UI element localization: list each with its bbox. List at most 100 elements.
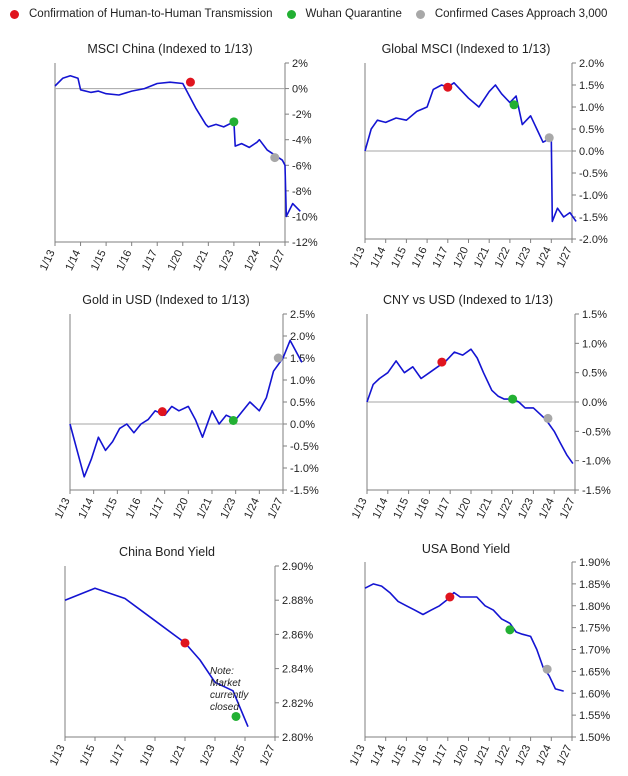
y-tick-label: -6% xyxy=(292,160,312,172)
x-tick-label: 1/14 xyxy=(63,248,83,272)
event-marker-quarantine xyxy=(231,711,241,721)
y-tick-label: 0.0% xyxy=(579,146,604,158)
y-tick-label: 1.0% xyxy=(582,338,607,350)
chart-panel-6: USA Bond Yield 1.90% 1.85% 1.80% 1.75% 1.70% 1… xyxy=(348,542,611,768)
x-tick-label: 1/16 xyxy=(124,496,144,520)
x-tick-label: 1/16 xyxy=(114,248,134,272)
y-tick-label: 1.75% xyxy=(579,623,610,635)
legend: Confirmation of Human-to-Human Transmiss… xyxy=(10,5,621,23)
x-tick-label: 1/20 xyxy=(171,496,191,520)
x-tick-label: 1/14 xyxy=(76,496,96,520)
event-marker-cases xyxy=(270,153,280,163)
x-tick-label: 1/27 xyxy=(555,743,575,767)
x-tick-label: 1/23 xyxy=(513,245,533,269)
y-tick-label: 1.80% xyxy=(579,601,610,613)
x-tick-label: 1/17 xyxy=(433,496,453,520)
legend-item-cases: Confirmed Cases Approach 3,000 xyxy=(415,8,607,20)
y-tick-label: 2.84% xyxy=(282,664,313,676)
x-tick-label: 1/21 xyxy=(168,743,188,767)
x-tick-label: 1/24 xyxy=(534,743,554,767)
series-line xyxy=(364,583,564,692)
x-tick-label: 1/27 xyxy=(558,496,578,520)
chart-title: Global MSCI (Indexed to 1/13) xyxy=(382,42,551,56)
annotation-line: Note: xyxy=(210,666,234,677)
y-tick-label: -12% xyxy=(292,237,318,249)
y-tick-label: 2.5% xyxy=(290,309,315,321)
x-tick-label: 1/23 xyxy=(198,743,218,767)
chart-title: USA Bond Yield xyxy=(422,542,510,556)
event-marker-transmission xyxy=(445,592,455,602)
x-tick-label: 1/21 xyxy=(472,743,492,767)
event-marker-transmission xyxy=(443,82,453,92)
y-tick-label: -0.5% xyxy=(582,426,611,438)
x-tick-label: 1/15 xyxy=(391,496,411,520)
y-tick-label: 0.5% xyxy=(582,368,607,380)
chart-panel-2: Global MSCI (Indexed to 1/13) 2.0% 1.5% 1.0… xyxy=(348,42,608,270)
y-tick-label: 2.86% xyxy=(282,629,313,641)
x-tick-label: 1/27 xyxy=(266,496,286,520)
x-tick-label: 1/15 xyxy=(89,248,109,272)
x-tick-label: 1/23 xyxy=(516,496,536,520)
event-marker-quarantine xyxy=(229,117,239,127)
x-tick-label: 1/23 xyxy=(513,743,533,767)
x-tick-label: 1/17 xyxy=(147,496,167,520)
x-tick-label: 1/20 xyxy=(451,245,471,269)
y-tick-label: 1.0% xyxy=(290,375,315,387)
x-tick-label: 1/15 xyxy=(78,743,98,767)
event-marker-cases xyxy=(543,413,553,423)
x-tick-label: 1/22 xyxy=(493,743,513,767)
chart-title: China Bond Yield xyxy=(119,545,215,559)
y-tick-label: 1.65% xyxy=(579,666,610,678)
x-tick-label: 1/13 xyxy=(348,743,368,767)
x-tick-label: 1/23 xyxy=(217,248,237,272)
x-tick-label: 1/24 xyxy=(534,245,554,269)
y-tick-label: 1.55% xyxy=(579,710,610,722)
x-tick-label: 1/27 xyxy=(258,743,278,767)
x-tick-label: 1/14 xyxy=(368,743,388,767)
legend-label: Confirmation of Human-to-Human Transmiss… xyxy=(29,8,273,20)
x-tick-label: 1/16 xyxy=(410,743,430,767)
y-tick-label: 1.50% xyxy=(579,732,610,744)
y-tick-label: -1.5% xyxy=(579,212,608,224)
x-tick-label: 1/14 xyxy=(371,496,391,520)
event-marker-quarantine xyxy=(508,394,518,404)
x-tick-label: 1/21 xyxy=(191,248,211,272)
x-tick-label: 1/22 xyxy=(495,496,515,520)
x-tick-label: 1/25 xyxy=(228,743,248,767)
event-marker-quarantine xyxy=(509,100,519,110)
y-tick-label: 0.5% xyxy=(579,124,604,136)
y-tick-label: 1.5% xyxy=(579,80,604,92)
x-tick-label: 1/13 xyxy=(38,248,58,272)
annotation-line: currently xyxy=(210,690,249,701)
y-tick-label: -0.5% xyxy=(579,168,608,180)
legend-label: Wuhan Quarantine xyxy=(305,8,402,20)
y-tick-label: -10% xyxy=(292,211,318,223)
y-tick-label: -0.5% xyxy=(290,441,319,453)
x-tick-label: 1/27 xyxy=(268,248,288,272)
series-line xyxy=(364,82,577,223)
y-tick-label: 0.0% xyxy=(582,397,607,409)
y-tick-label: 1.0% xyxy=(579,102,604,114)
chart-panel-5: China Bond Yield 2.90% 2.88% 2.86% 2.84% 2.82… xyxy=(48,545,314,768)
y-tick-label: -4% xyxy=(292,135,312,147)
x-tick-label: 1/27 xyxy=(555,245,575,269)
chart-panel-1: MSCI China (Indexed to 1/13) 2% 0% -2% -4% -6… xyxy=(38,42,318,273)
x-tick-label: 1/20 xyxy=(454,496,474,520)
series-line xyxy=(69,339,303,478)
y-tick-label: -1.0% xyxy=(582,456,611,468)
x-tick-label: 1/22 xyxy=(493,245,513,269)
event-marker-quarantine xyxy=(505,625,515,635)
y-tick-label: 0% xyxy=(292,84,308,96)
annotation-line: closed xyxy=(210,702,239,713)
chart-title: Gold in USD (Indexed to 1/13) xyxy=(82,293,249,307)
x-tick-label: 1/24 xyxy=(537,496,557,520)
x-tick-label: 1/16 xyxy=(412,496,432,520)
y-tick-label: 2.88% xyxy=(282,595,313,607)
x-tick-label: 1/13 xyxy=(350,496,370,520)
x-tick-label: 1/24 xyxy=(242,248,262,272)
x-tick-label: 1/21 xyxy=(195,496,215,520)
y-tick-label: 2% xyxy=(292,58,308,70)
legend-marker-gray xyxy=(415,9,425,19)
y-tick-label: 1.85% xyxy=(579,579,610,591)
